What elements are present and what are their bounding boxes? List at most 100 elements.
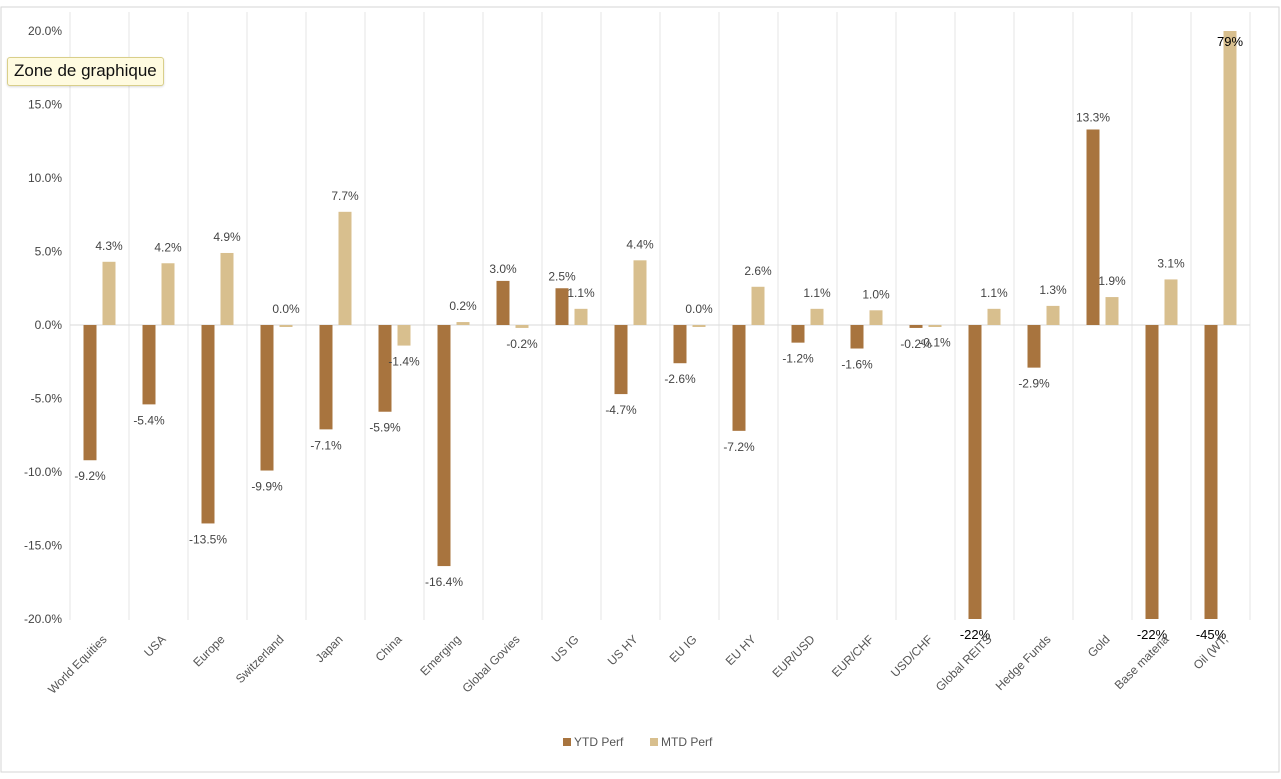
mtd-bar [928,325,942,327]
mtd-data-label: 2.6% [744,264,772,278]
mtd-bar [279,325,293,327]
mtd-data-label: 4.2% [154,240,182,254]
ytd-bar [909,325,923,328]
ytd-bar [614,325,628,395]
ytd-bar [496,280,510,325]
category-label: Gold [1085,632,1113,660]
y-tick-label: 15.0% [28,98,62,112]
ytd-bar [1204,325,1218,619]
ytd-bar [319,325,333,430]
category-label: Hedge Funds [993,632,1054,693]
ytd-bar [850,325,864,349]
ytd-bar [201,325,215,524]
legend-swatch-ytd [563,738,571,746]
ytd-bar [791,325,805,343]
legend-label-ytd: YTD Perf [574,735,624,749]
mtd-bar [1223,31,1237,325]
mtd-bar [102,261,116,325]
category-label: EU IG [667,632,700,665]
y-tick-label: 0.0% [35,318,63,332]
category-label: EU HY [723,632,759,668]
legend-swatch-mtd [650,738,658,746]
mtd-bar [633,260,647,325]
category-label: USA [141,632,168,659]
ytd-bar [142,325,156,405]
chart-area-tooltip: Zone de graphique [7,57,164,86]
y-tick-label: -5.0% [31,392,63,406]
mtd-data-label: 1.0% [862,287,890,301]
category-label: Japan [313,632,346,665]
ytd-data-label: -9.9% [251,480,283,494]
category-label: EUR/CHF [829,632,877,680]
mtd-bar [692,325,706,327]
ytd-bar [673,325,687,364]
mtd-bar [810,308,824,325]
ytd-data-label: -5.9% [369,421,401,435]
category-label: China [373,632,405,664]
mtd-bar [987,308,1001,325]
ytd-data-label: -22% [1137,627,1168,642]
ytd-bar [437,325,451,567]
category-label: Emerging [417,632,463,678]
ytd-data-label: -7.2% [723,440,755,454]
mtd-data-label: 1.1% [567,286,595,300]
mtd-bar [515,325,529,328]
ytd-data-label: -22% [960,627,991,642]
ytd-data-label: -2.6% [664,372,696,386]
ytd-bar [555,288,569,325]
y-tick-label: 10.0% [28,171,62,185]
ytd-bar [1027,325,1041,368]
mtd-bar [220,252,234,325]
ytd-data-label: -0.2% [900,337,932,351]
ytd-bar [83,325,97,461]
ytd-data-label: -2.9% [1018,377,1050,391]
ytd-bar [968,325,982,619]
mtd-bar [751,286,765,325]
ytd-data-label: -1.2% [782,352,814,366]
chart-border [0,6,1280,773]
ytd-data-label: -13.5% [189,532,227,546]
mtd-bar [869,310,883,325]
ytd-data-label: 13.3% [1076,110,1110,124]
category-label: Europe [190,632,227,669]
mtd-data-label: 7.7% [331,189,359,203]
ytd-data-label: -4.7% [605,403,637,417]
y-tick-label: -20.0% [24,612,62,626]
ytd-data-label: -1.6% [841,358,873,372]
mtd-data-label: 4.9% [213,230,241,244]
ytd-bar [732,325,746,431]
category-label: Switzerland [233,632,287,686]
ytd-bar [1086,129,1100,325]
mtd-bar [161,263,175,325]
ytd-data-label: -5.4% [133,413,165,427]
category-label: EUR/USD [770,632,818,680]
category-label: US HY [605,632,641,668]
ytd-bar [1145,325,1159,619]
mtd-bar [1046,305,1060,325]
mtd-data-label: 1.1% [803,286,831,300]
ytd-data-label: 3.0% [489,262,517,276]
y-tick-label: -15.0% [24,539,62,553]
ytd-data-label: -9.2% [74,469,106,483]
mtd-data-label: 79% [1217,34,1243,49]
mtd-data-label: 0.0% [272,302,300,316]
mtd-data-label: -1.4% [388,355,420,369]
mtd-data-label: 1.3% [1039,283,1067,297]
ytd-data-label: -7.1% [310,438,342,452]
ytd-bar [378,325,392,412]
legend-label-mtd: MTD Perf [661,735,713,749]
category-label: USD/CHF [888,632,936,680]
category-label: World Equities [45,632,109,696]
mtd-bar [1105,297,1119,325]
y-tick-label: 20.0% [28,24,62,38]
mtd-bar [456,322,470,325]
category-label: US IG [549,632,582,665]
mtd-data-label: -0.2% [506,337,538,351]
ytd-bar [260,325,274,471]
mtd-data-label: 4.4% [626,237,654,251]
mtd-bar [397,325,411,346]
y-tick-label: 5.0% [35,245,63,259]
category-label: Global Govies [459,632,522,695]
